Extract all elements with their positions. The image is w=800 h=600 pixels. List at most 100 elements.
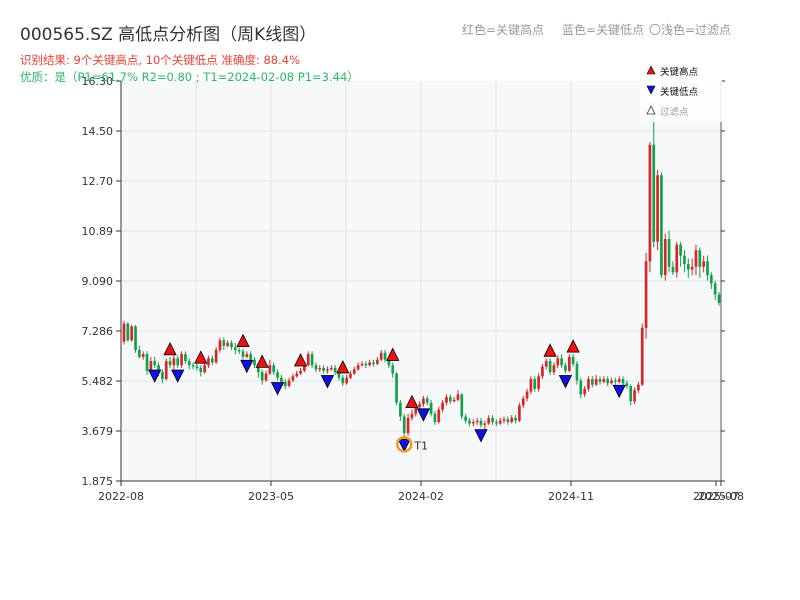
candle-body <box>368 362 372 366</box>
candle-body <box>518 405 521 421</box>
key-low-marker <box>397 438 411 453</box>
candle-body <box>253 359 256 366</box>
candle-body <box>184 354 187 362</box>
candle-body <box>706 261 709 276</box>
candle-body <box>283 381 287 387</box>
candle-body <box>564 365 567 371</box>
candle-body <box>149 361 153 371</box>
y-tick-label: 7.286 <box>82 325 114 338</box>
key-high-marker <box>543 343 557 357</box>
candle-body <box>656 175 659 242</box>
candle-body <box>329 368 333 370</box>
candle-body <box>306 354 310 366</box>
candle-body <box>379 352 383 360</box>
key-high-marker <box>405 394 419 408</box>
legend-red-key-high: 红色=关键高点 <box>462 23 545 37</box>
key-high-marker <box>236 333 250 347</box>
candle-body <box>299 370 302 374</box>
candle-body <box>525 391 529 399</box>
candle-body <box>429 402 433 414</box>
candle-body <box>529 379 533 392</box>
candle-body <box>437 409 441 423</box>
y-tick-label: 16.30 <box>82 75 114 88</box>
candle-body <box>433 413 437 423</box>
candle-body <box>161 372 164 380</box>
candle-body <box>560 358 563 366</box>
candle-body <box>679 244 682 256</box>
candle-body <box>322 368 325 371</box>
candle-body <box>471 422 475 424</box>
candle-body <box>456 394 460 400</box>
candle-body <box>364 363 368 366</box>
candle-body <box>410 413 414 418</box>
legend-filtered-label: 过滤点 <box>660 106 689 118</box>
candle-body <box>468 420 471 424</box>
candle-body <box>276 372 279 378</box>
candle-body <box>502 419 506 421</box>
legend-low-symbol <box>646 85 656 95</box>
candle-body <box>210 358 214 363</box>
legend-high-label: 关键高点 <box>660 66 699 78</box>
key-high-marker <box>293 353 308 367</box>
candle-body <box>245 354 249 357</box>
x-tick-label: 2024-02 <box>398 490 444 503</box>
candle-body <box>640 327 644 385</box>
y-tick-label: 14.50 <box>82 125 114 138</box>
candle-body <box>203 365 206 373</box>
candle-body <box>402 416 406 434</box>
candle-body <box>425 398 429 403</box>
candle-body <box>226 343 229 346</box>
candle-body <box>399 402 402 417</box>
candle-body <box>168 361 172 366</box>
y-tick-label: 5.482 <box>82 375 114 388</box>
candle-body <box>383 352 387 360</box>
candle-body <box>694 250 698 267</box>
candle-body <box>164 361 168 380</box>
x-tick-label: 2023-05 <box>248 490 294 503</box>
candle-body <box>510 417 514 423</box>
key-low-marker <box>320 375 335 389</box>
candle-body <box>422 398 425 405</box>
candle-body <box>326 369 329 371</box>
candle-body <box>614 380 617 382</box>
legend-high-symbol <box>646 65 656 75</box>
candle-body <box>717 294 721 303</box>
candle-body <box>406 417 410 434</box>
detection-summary: 识别结果: 9个关键高点, 10个关键低点 准确度: 88.4% <box>20 53 301 67</box>
candle-body <box>617 379 621 382</box>
candle-body <box>391 365 395 374</box>
x-tick-label: 2025-08 <box>698 490 744 503</box>
candle-body <box>122 323 126 342</box>
legend-filtered-symbol <box>646 105 656 115</box>
candle-body <box>138 349 141 357</box>
candle-body <box>230 343 233 348</box>
candle-body <box>506 419 510 423</box>
turning-point-markers: T1 <box>148 333 626 453</box>
key-low-marker <box>148 369 162 383</box>
candle-body <box>713 283 717 295</box>
y-tick-label: 9.090 <box>82 275 114 288</box>
candle-body <box>675 244 679 273</box>
legend-low-label: 关键低点 <box>660 86 699 98</box>
candle-body <box>222 340 226 346</box>
candle-body <box>153 361 157 366</box>
candle-body <box>145 354 149 371</box>
candle-body <box>556 358 560 366</box>
candle-body <box>648 144 652 262</box>
candle-body <box>264 373 268 381</box>
key-low-marker <box>558 375 573 389</box>
candle-body <box>583 388 586 395</box>
candle-body <box>606 379 610 384</box>
candle-body <box>349 373 352 378</box>
candle-body <box>587 379 590 389</box>
candle-body <box>533 379 537 389</box>
candle-body <box>702 261 705 267</box>
candle-body <box>567 356 571 371</box>
x-tick-label: 2022-08 <box>98 490 144 503</box>
candle-body <box>191 365 195 367</box>
candle-body <box>460 394 464 417</box>
candle-body <box>683 255 686 265</box>
key-low-marker <box>240 359 254 374</box>
candle-body <box>280 377 283 382</box>
candle-body <box>671 266 675 273</box>
